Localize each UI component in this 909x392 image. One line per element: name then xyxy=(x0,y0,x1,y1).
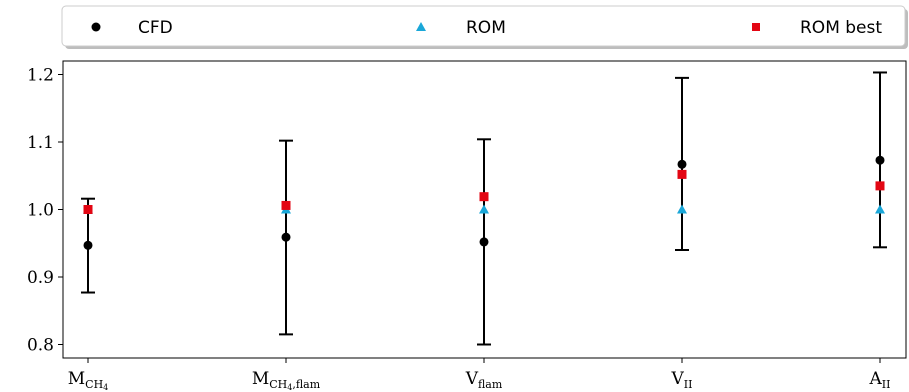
rom-best-point xyxy=(677,169,687,179)
legend-label-cfd: CFD xyxy=(138,18,173,38)
cfd-point xyxy=(875,155,885,165)
legend-marker-rom-best xyxy=(752,23,760,31)
y-tick-label: 0.9 xyxy=(27,268,54,288)
x-tick-label: VII xyxy=(671,369,693,391)
y-tick-label: 0.8 xyxy=(27,336,54,356)
x-tick-label: MCH4 xyxy=(68,369,109,392)
rom-point xyxy=(677,204,687,214)
legend-marker-cfd xyxy=(91,22,101,32)
legend-box xyxy=(61,5,906,47)
legend-label-rom-best: ROM best xyxy=(800,18,882,38)
rom-point xyxy=(479,204,489,214)
legend: CFD ROM ROM best xyxy=(61,5,908,49)
x-axis: MCH4 MCH4,flam Vflam VII AII xyxy=(68,358,891,392)
legend-label-rom: ROM xyxy=(466,18,506,38)
x-tick-label: Vflam xyxy=(465,369,503,391)
rom-best-point xyxy=(83,205,93,214)
legend-marker-rom xyxy=(416,22,426,31)
y-tick-label: 1.2 xyxy=(27,66,54,86)
rom-best-point xyxy=(875,181,885,191)
y-tick-label: 1.1 xyxy=(27,133,54,153)
cfd-point xyxy=(83,240,93,250)
y-tick-label: 1.0 xyxy=(27,201,54,221)
x-tick-label: AII xyxy=(869,369,891,391)
rom-best-point xyxy=(479,192,489,202)
y-axis: 0.8 0.9 1.0 1.1 1.2 xyxy=(27,66,63,356)
rom-point xyxy=(875,204,885,214)
cfd-point xyxy=(281,232,291,242)
rom-best-point xyxy=(281,200,291,210)
cfd-point xyxy=(479,237,489,247)
cfd-point xyxy=(677,159,687,169)
x-tick-label: MCH4,flam xyxy=(252,369,321,392)
data-points xyxy=(83,155,885,250)
